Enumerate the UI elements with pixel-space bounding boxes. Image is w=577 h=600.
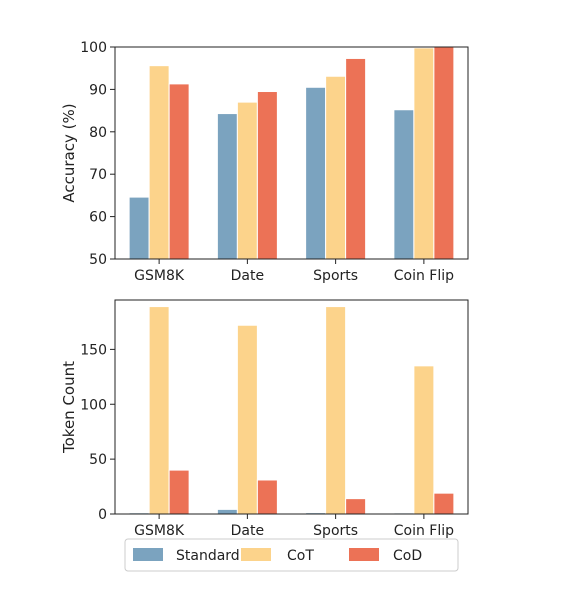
x-tick-label-date: Date [231,268,264,284]
token-count-chart: 0 50 100 150 GSM8K Date Sports Coin Flip Token C… [60,299,469,539]
legend-swatch-cod [349,548,379,561]
legend-swatch-standard [133,548,163,561]
bar-cot-gsm8k [148,65,170,260]
x-tick-label-gsm8k: GSM8K [134,523,185,539]
bar-cot-date [236,101,258,260]
bar-cod-date [256,91,278,260]
bar-standard-gsm8k [128,196,150,260]
bar-cod-sports [345,57,367,260]
legend-label-cot: CoT [287,548,314,564]
legend-label-standard: Standard [176,548,240,564]
bar-standard-coin-flip [393,109,415,260]
plot-frame [114,46,469,260]
legend-box [124,538,459,572]
bar-cod-sports [345,498,367,515]
x-tick-label-date: Date [231,523,264,539]
y-tick-label: 150 [80,342,107,358]
y-tick-label: 60 [89,210,107,226]
x-tick-label-coin-flip: Coin Flip [394,268,454,284]
bar-cot-sports [325,75,347,260]
x-tick-label-sports: Sports [313,523,358,539]
y-tick-label: 80 [89,125,107,141]
bar-cod-gsm8k [168,469,190,515]
y-tick-label: 50 [89,452,107,468]
y-axis-label: Token Count [60,361,78,454]
bar-standard-date [216,508,238,515]
legend-label-cod: CoD [393,548,422,564]
bar-cot-date [236,324,258,515]
bar-cot-sports [325,306,347,515]
bar-cod-coin-flip [433,46,455,260]
bar-cot-gsm8k [148,306,170,515]
y-tick-label: 90 [89,82,107,98]
y-tick-label: 50 [89,252,107,268]
y-tick-label: 100 [80,397,107,413]
bar-cod-coin-flip [433,492,455,515]
bar-standard-sports [305,86,327,260]
y-tick-label: 100 [80,40,107,56]
x-tick-label-gsm8k: GSM8K [134,268,185,284]
legend-swatch-cot [241,548,271,561]
x-tick-label-sports: Sports [313,268,358,284]
y-tick-label: 70 [89,167,107,183]
bar-standard-date [216,113,238,260]
y-axis-label: Accuracy (%) [60,103,78,202]
bar-cot-coin-flip [413,365,435,515]
x-tick-label-coin-flip: Coin Flip [394,523,454,539]
bar-cot-coin-flip [413,47,435,260]
plot-frame [114,299,469,515]
y-tick-label: 0 [98,507,107,523]
accuracy-chart: 50 60 70 80 90 100 GSM8K Date Sports Coin Flip Acc… [60,40,469,284]
legend: Standard CoT CoD [124,538,459,572]
bar-cod-gsm8k [168,83,190,260]
bar-cod-date [256,479,278,515]
